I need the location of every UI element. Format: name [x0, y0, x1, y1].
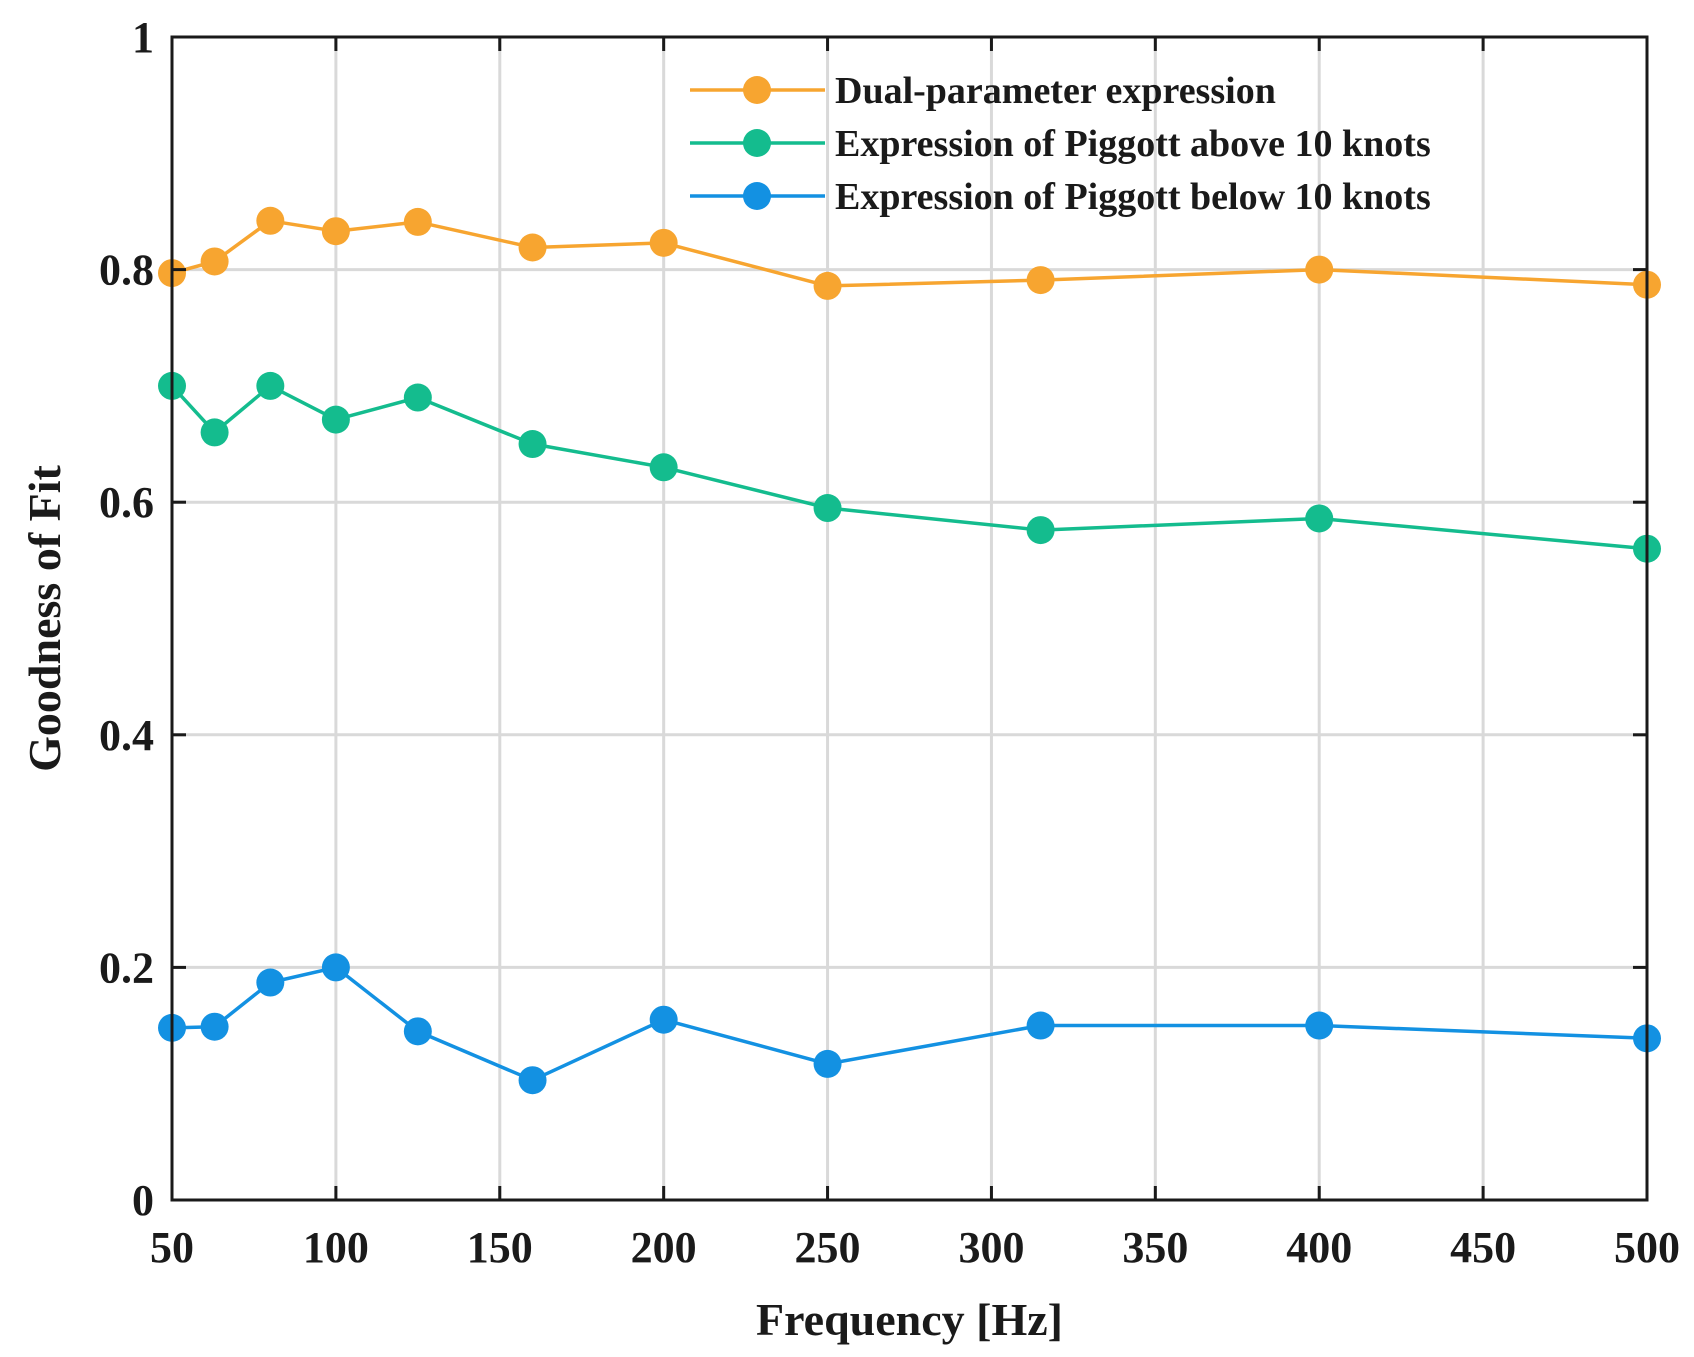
data-point [321, 217, 350, 246]
series-1 [158, 206, 1661, 300]
data-point [256, 206, 285, 235]
y-tick-label: 0.2 [99, 943, 154, 992]
legend-label: Expression of Piggott below 10 knots [835, 176, 1431, 218]
data-point [256, 968, 285, 997]
data-point [256, 371, 285, 400]
legend-item-3: Expression of Piggott below 10 knots [690, 176, 1431, 218]
data-point [403, 207, 432, 236]
y-tick-label: 0.4 [99, 711, 154, 760]
data-point [518, 1066, 547, 1095]
data-point [200, 247, 229, 276]
x-tick-label: 300 [958, 1223, 1024, 1272]
data-point [1305, 504, 1334, 533]
data-point [813, 1049, 842, 1078]
x-tick-label: 250 [795, 1223, 861, 1272]
legend: Dual-parameter expression Expression of P… [690, 70, 1431, 218]
y-tick-label: 0.8 [99, 246, 154, 295]
series-3 [158, 953, 1661, 1095]
plot-frame [170, 35, 1649, 1202]
x-tick-label: 500 [1614, 1223, 1680, 1272]
data-point [321, 953, 350, 982]
x-tick-label: 400 [1286, 1223, 1352, 1272]
x-tick-label: 100 [303, 1223, 369, 1272]
y-tick-label: 1 [132, 13, 154, 62]
data-point [1305, 1011, 1334, 1040]
data-point [321, 405, 350, 434]
x-tick-label: 450 [1450, 1223, 1516, 1272]
data-point [1026, 1011, 1055, 1040]
data-point [403, 383, 432, 412]
data-point [518, 233, 547, 262]
data-point [813, 494, 842, 523]
legend-item-2: Expression of Piggott above 10 knots [690, 123, 1431, 165]
x-tick-label: 350 [1122, 1223, 1188, 1272]
ticks [170, 35, 1649, 1202]
legend-label: Dual-parameter expression [835, 70, 1276, 112]
data-point [1026, 266, 1055, 295]
x-tick-label: 50 [150, 1223, 194, 1272]
legend-item-1: Dual-parameter expression [690, 70, 1276, 112]
x-tick-label: 150 [467, 1223, 533, 1272]
y-axis-title: Goodness of Fit [19, 464, 70, 771]
y-tick-label: 0.6 [99, 478, 154, 527]
legend-marker [743, 182, 771, 210]
tick-labels: 50 100 150 200 250 300 350 400 450 500 0 0.2 0.4 0.6 0… [99, 13, 1680, 1272]
data-point [403, 1017, 432, 1046]
data-point [1026, 516, 1055, 545]
data-point [518, 430, 547, 459]
data-point [813, 271, 842, 300]
data-point [200, 418, 229, 447]
data-point [649, 228, 678, 257]
x-tick-label: 200 [631, 1223, 697, 1272]
data-point [1305, 255, 1334, 284]
y-tick-label: 0 [132, 1176, 154, 1225]
data-point [649, 453, 678, 482]
series-layer [158, 206, 1661, 1095]
data-point [649, 1005, 678, 1034]
data-point [200, 1012, 229, 1041]
legend-label: Expression of Piggott above 10 knots [835, 123, 1431, 165]
x-axis-title: Frequency [Hz] [756, 1294, 1063, 1345]
legend-marker [743, 76, 771, 104]
legend-marker [743, 129, 771, 157]
